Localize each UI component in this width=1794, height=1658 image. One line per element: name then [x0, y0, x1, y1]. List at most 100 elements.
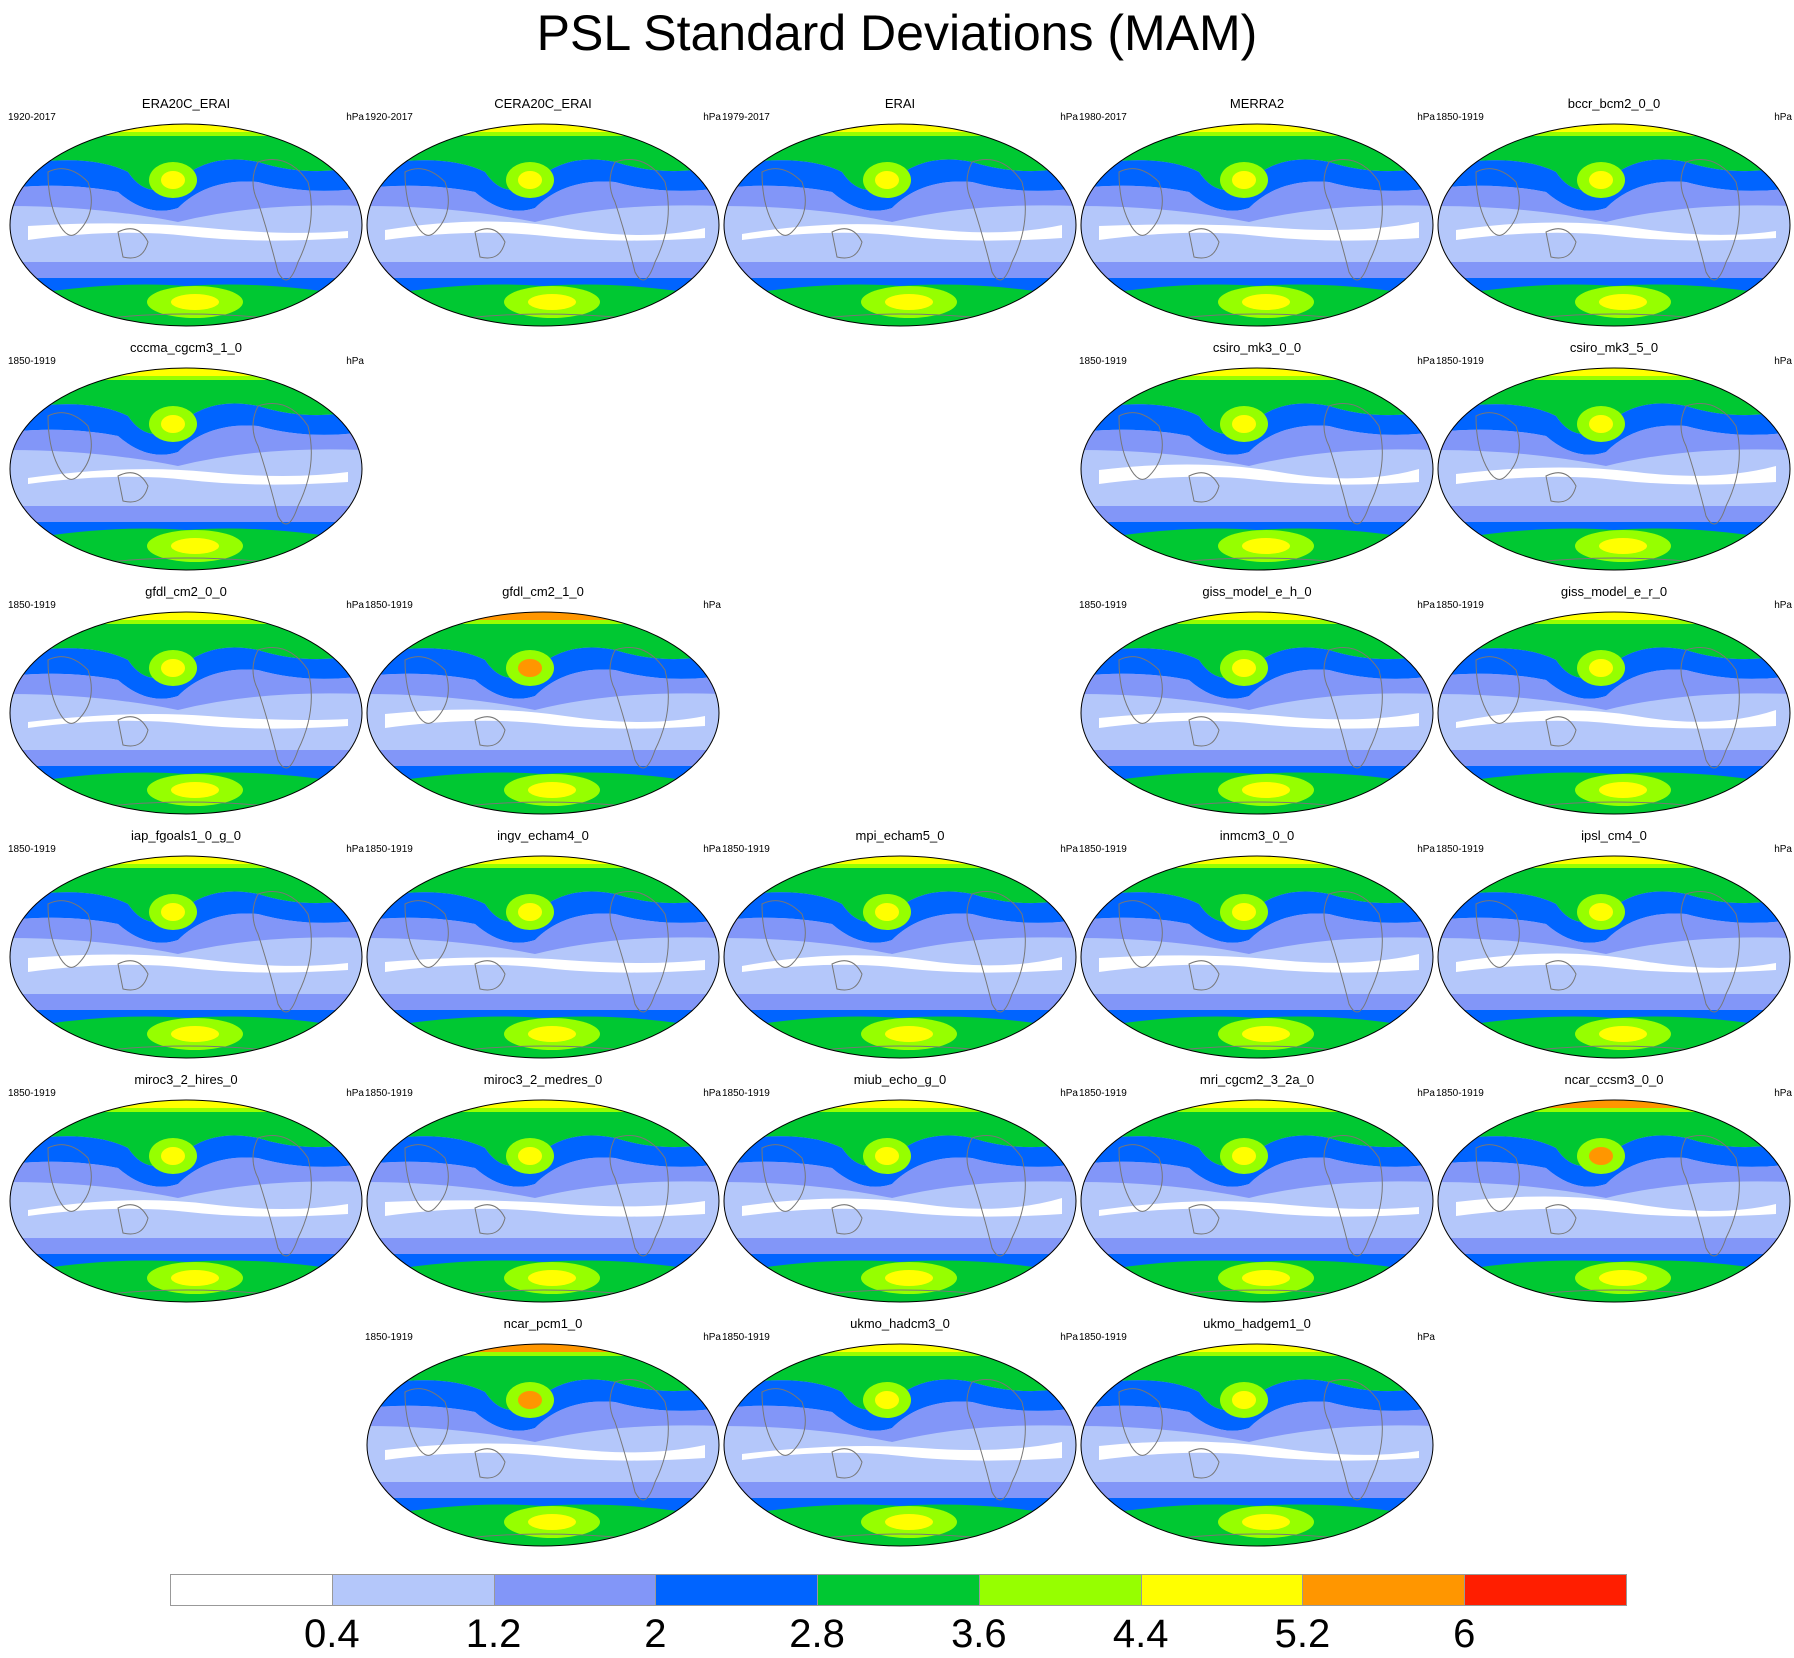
world-map [1437, 855, 1791, 1059]
colorbar-swatch [170, 1574, 333, 1606]
world-map [366, 611, 720, 815]
map-panel: csiro_mk3_5_0 1850-1919 hPa [1436, 340, 1792, 572]
panel-period: 1850-1919 [1436, 1088, 1484, 1099]
map-panel: miroc3_2_hires_0 1850-1919 hPa [8, 1072, 364, 1304]
panel-period: 1850-1919 [722, 1332, 770, 1343]
panel-units: hPa [1417, 1332, 1435, 1343]
world-map [366, 855, 720, 1059]
panel-units: hPa [703, 1088, 721, 1099]
colorbar-swatch [655, 1574, 819, 1606]
panel-period: 1850-1919 [365, 600, 413, 611]
world-map [9, 1099, 363, 1303]
panel-units: hPa [346, 112, 364, 123]
panel-period: 1850-1919 [8, 844, 56, 855]
panel-title: csiro_mk3_5_0 [1569, 340, 1659, 355]
colorbar-tick-label: 5.2 [1274, 1612, 1331, 1656]
world-map [9, 367, 363, 571]
map-panel: miroc3_2_medres_0 1850-1919 hPa [365, 1072, 721, 1304]
panel-units: hPa [1417, 600, 1435, 611]
world-map [366, 1099, 720, 1303]
colorbar-tick-label: 2.8 [789, 1612, 845, 1656]
map-panel: cccma_cgcm3_1_0 1850-1919 hPa [8, 340, 364, 572]
panel-period: 1850-1919 [1079, 1332, 1127, 1343]
panel-units: hPa [346, 1088, 364, 1099]
colorbar [170, 1574, 1627, 1608]
panel-units: hPa [1774, 356, 1792, 367]
map-panel: MERRA2 1980-2017 hPa [1079, 96, 1435, 328]
panel-units: hPa [1417, 356, 1435, 367]
world-map [366, 1343, 720, 1547]
panel-title: mpi_echam5_0 [855, 828, 945, 843]
panel-period: 1850-1919 [365, 1332, 413, 1343]
panel-units: hPa [703, 112, 721, 123]
world-map [9, 855, 363, 1059]
colorbar-tick-label: 1.2 [465, 1612, 522, 1656]
world-map [1437, 611, 1791, 815]
colorbar-swatch [978, 1574, 1142, 1606]
panel-period: 1850-1919 [1436, 356, 1484, 367]
world-map [1080, 367, 1434, 571]
panel-title: ncar_pcm1_0 [503, 1316, 583, 1331]
panel-title: ERAI [884, 96, 916, 111]
world-map [1080, 1343, 1434, 1547]
panel-period: 1850-1919 [1436, 600, 1484, 611]
map-panel: ingv_echam4_0 1850-1919 hPa [365, 828, 721, 1060]
map-panel: ukmo_hadgem1_0 1850-1919 hPa [1079, 1316, 1435, 1548]
panel-period: 1850-1919 [8, 1088, 56, 1099]
colorbar-tick-label: 6 [1453, 1612, 1476, 1656]
panel-period: 1850-1919 [365, 844, 413, 855]
map-panel: ukmo_hadcm3_0 1850-1919 hPa [722, 1316, 1078, 1548]
world-map [1080, 1099, 1434, 1303]
map-panel: gfdl_cm2_1_0 1850-1919 hPa [365, 584, 721, 816]
map-panel: bccr_bcm2_0_0 1850-1919 hPa [1436, 96, 1792, 328]
panel-title: ipsl_cm4_0 [1581, 828, 1647, 843]
world-map [1080, 855, 1434, 1059]
panel-units: hPa [1417, 112, 1435, 123]
panel-period: 1850-1919 [1079, 1088, 1127, 1099]
panel-period: 1850-1919 [365, 1088, 413, 1099]
panel-title: bccr_bcm2_0_0 [1567, 96, 1661, 111]
world-map [723, 855, 1077, 1059]
panel-title: ukmo_hadcm3_0 [850, 1316, 950, 1331]
panel-title: CERA20C_ERAI [494, 96, 592, 111]
map-panel: miub_echo_g_0 1850-1919 hPa [722, 1072, 1078, 1304]
map-panel: csiro_mk3_0_0 1850-1919 hPa [1079, 340, 1435, 572]
panel-units: hPa [703, 600, 721, 611]
world-map [1437, 1099, 1791, 1303]
world-map [1080, 123, 1434, 327]
panel-title: ERA20C_ERAI [141, 96, 231, 111]
panel-units: hPa [1774, 1088, 1792, 1099]
panel-period: 1850-1919 [1079, 844, 1127, 855]
world-map [1437, 367, 1791, 571]
panel-period: 1850-1919 [1436, 844, 1484, 855]
world-map [723, 123, 1077, 327]
world-map [9, 611, 363, 815]
panel-period: 1850-1919 [8, 600, 56, 611]
colorbar-tick-label: 3.6 [951, 1612, 1007, 1656]
panel-units: hPa [346, 600, 364, 611]
panel-units: hPa [1774, 600, 1792, 611]
panel-title: ncar_ccsm3_0_0 [1564, 1072, 1664, 1087]
colorbar-tick-label: 4.4 [1112, 1612, 1169, 1656]
colorbar-swatch [1464, 1574, 1627, 1606]
panel-title: ingv_echam4_0 [497, 828, 589, 843]
panel-units: hPa [1417, 844, 1435, 855]
colorbar-swatch [1302, 1574, 1466, 1606]
panel-period: 1850-1919 [722, 1088, 770, 1099]
map-panel: iap_fgoals1_0_g_0 1850-1919 hPa [8, 828, 364, 1060]
colorbar-tick-label: 2 [644, 1612, 667, 1656]
panel-period: 1980-2017 [1079, 112, 1127, 123]
panel-title: miroc3_2_hires_0 [134, 1072, 238, 1087]
panel-title: ukmo_hadgem1_0 [1203, 1316, 1311, 1331]
panel-units: hPa [1774, 844, 1792, 855]
panel-title: MERRA2 [1229, 96, 1285, 111]
colorbar-tick-label: 0.4 [303, 1612, 360, 1656]
colorbar-swatch [817, 1574, 980, 1606]
panel-title: inmcm3_0_0 [1219, 828, 1295, 843]
panel-period: 1979-2017 [722, 112, 770, 123]
panel-period: 1850-1919 [8, 356, 56, 367]
colorbar-swatch [331, 1574, 495, 1606]
colorbar-swatch [493, 1574, 657, 1606]
panel-title: csiro_mk3_0_0 [1212, 340, 1302, 355]
panel-title: cccma_cgcm3_1_0 [130, 340, 242, 355]
